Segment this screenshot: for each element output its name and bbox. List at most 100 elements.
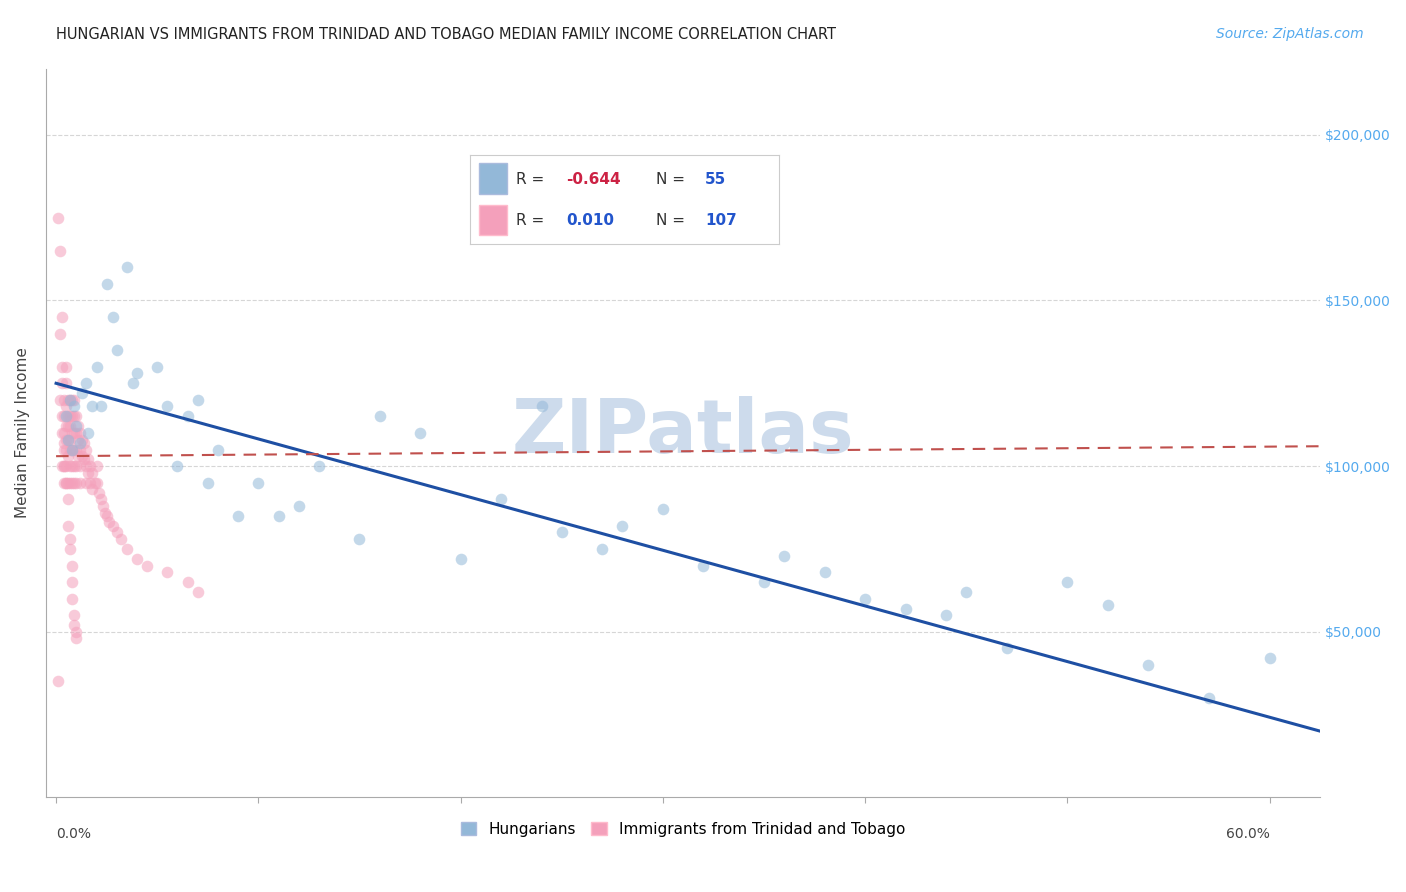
Point — [59, 442, 82, 457]
Point — [814, 565, 837, 579]
Point — [75, 376, 97, 391]
Y-axis label: Median Family Income: Median Family Income — [15, 348, 30, 518]
Text: 60.0%: 60.0% — [1226, 827, 1270, 840]
Point — [59, 419, 82, 434]
Point — [55, 442, 77, 457]
Point — [58, 419, 80, 434]
Point — [591, 541, 613, 556]
Point — [51, 310, 73, 324]
Point — [67, 449, 90, 463]
Point — [63, 442, 86, 457]
Point — [58, 518, 80, 533]
Point — [63, 608, 86, 623]
Point — [166, 459, 188, 474]
Point — [60, 575, 83, 590]
Point — [53, 409, 76, 424]
Point — [53, 436, 76, 450]
Point — [651, 502, 673, 516]
Text: 55: 55 — [704, 172, 727, 186]
Text: Source: ZipAtlas.com: Source: ZipAtlas.com — [1216, 27, 1364, 41]
Point — [67, 419, 90, 434]
Point — [59, 409, 82, 424]
Point — [853, 591, 876, 606]
Point — [59, 541, 82, 556]
Point — [125, 367, 148, 381]
Point — [187, 585, 209, 599]
Point — [349, 532, 371, 546]
Point — [59, 433, 82, 447]
Point — [53, 459, 76, 474]
Point — [187, 392, 209, 407]
Point — [65, 632, 87, 646]
Point — [115, 541, 138, 556]
Text: R =: R = — [516, 172, 544, 186]
Point — [51, 459, 73, 474]
Point — [58, 449, 80, 463]
Point — [55, 459, 77, 474]
Point — [82, 483, 104, 497]
Point — [59, 475, 82, 490]
Point — [612, 518, 634, 533]
Legend: Hungarians, Immigrants from Trinidad and Tobago: Hungarians, Immigrants from Trinidad and… — [453, 814, 912, 845]
Point — [752, 575, 775, 590]
Point — [63, 400, 86, 414]
Point — [65, 425, 87, 440]
Point — [101, 518, 124, 533]
Point — [55, 475, 77, 490]
Bar — [479, 205, 508, 235]
Point — [69, 459, 91, 474]
Point — [226, 508, 249, 523]
Point — [73, 452, 96, 467]
Point — [105, 343, 128, 358]
Point — [59, 459, 82, 474]
Point — [75, 459, 97, 474]
Text: -0.644: -0.644 — [565, 172, 620, 186]
Point — [75, 475, 97, 490]
Text: R =: R = — [516, 213, 544, 227]
Point — [1056, 575, 1078, 590]
Point — [97, 516, 120, 530]
Point — [49, 392, 72, 407]
Point — [995, 641, 1018, 656]
Point — [86, 359, 108, 374]
Point — [65, 475, 87, 490]
Point — [63, 618, 86, 632]
Point — [65, 419, 87, 434]
Point — [60, 392, 83, 407]
Point — [72, 433, 94, 447]
Point — [86, 459, 108, 474]
Point — [955, 585, 977, 599]
Point — [53, 459, 76, 474]
Point — [368, 409, 391, 424]
Point — [176, 575, 198, 590]
Point — [51, 409, 73, 424]
Point — [55, 433, 77, 447]
Point — [90, 400, 112, 414]
Point — [60, 591, 83, 606]
Point — [77, 466, 100, 480]
Point — [51, 425, 73, 440]
Point — [58, 392, 80, 407]
Point — [82, 400, 104, 414]
Point — [79, 475, 101, 490]
Point — [197, 475, 219, 490]
Point — [77, 452, 100, 467]
Bar — [479, 163, 508, 194]
Point — [692, 558, 714, 573]
Point — [156, 400, 179, 414]
Point — [49, 326, 72, 341]
Point — [65, 624, 87, 639]
Point — [63, 392, 86, 407]
Point — [73, 436, 96, 450]
Point — [60, 558, 83, 573]
Point — [90, 492, 112, 507]
Point — [935, 608, 957, 623]
Point — [58, 433, 80, 447]
Point — [49, 244, 72, 258]
Point — [530, 400, 553, 414]
Point — [551, 525, 574, 540]
Point — [53, 392, 76, 407]
Point — [79, 459, 101, 474]
Point — [146, 359, 169, 374]
Point — [58, 492, 80, 507]
